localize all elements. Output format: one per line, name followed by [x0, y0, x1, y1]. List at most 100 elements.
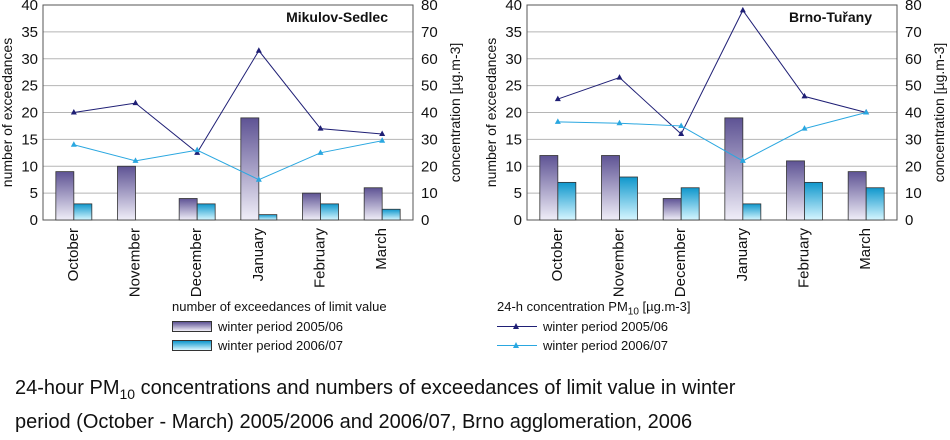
panel1-bar-2006: [196, 203, 216, 221]
panel1-y-right-tick-label: 80: [421, 0, 438, 14]
panel2-y-right-tick-label: 80: [905, 0, 922, 14]
panel2-y-left-tick-label: 20: [505, 105, 522, 122]
panel2-y-right-tick-label: 20: [905, 158, 922, 175]
panel1-y-right-tick-label: 60: [421, 51, 438, 68]
panel1-chart-title: Mikulov-Sedlec: [286, 9, 388, 25]
bar-2006-swatch: [172, 340, 212, 351]
panel2-point-2005: [616, 74, 623, 80]
panel2-y-left-tick-label: 5: [514, 185, 522, 202]
panel1-bar-2005: [363, 187, 383, 221]
panel2-point-2005: [554, 95, 561, 102]
panel2-y-right-tick-label: 70: [905, 24, 922, 41]
panel2-bar-2005: [662, 198, 682, 221]
panel1-point-2006: [70, 141, 77, 147]
caption-line-1-suffix: concentrations and numbers of exceedance…: [135, 377, 736, 399]
panel2-y-left-tick-label: 0: [514, 212, 522, 229]
panel1-y-right-tick-label: 30: [421, 131, 438, 148]
panel2-x-tick-label: March: [857, 228, 874, 270]
panel1-y-right-tick-label: 50: [421, 78, 438, 95]
panel1-point-2006: [317, 149, 324, 155]
panel2-y-right-tick-label: 50: [905, 78, 922, 95]
charts-svg: 051015202530354001020304050607080October…: [0, 0, 947, 297]
panel2-bar-2005: [539, 155, 559, 221]
panel1-point-2006: [379, 137, 386, 143]
panel1-y-left-tick-label: 0: [30, 212, 38, 229]
panel2-y-right-tick-label: 40: [905, 105, 922, 122]
panel1-y-right-tick-label: 70: [421, 24, 438, 41]
panel1-y-left-tick-label: 40: [21, 0, 38, 14]
bars-legend-title: number of exceedances of limit value: [172, 299, 387, 314]
panel1-y-left-tick-label: 10: [21, 158, 38, 175]
line-2005-marker-icon: [497, 321, 537, 332]
panel1-y-left-tick-label: 5: [30, 185, 38, 202]
panel1-y-right-axis-title: concentration [µg.m-3]: [447, 43, 463, 183]
panel1-y-left-axis-title: number of exceedances: [0, 38, 15, 187]
panel1-point-2005: [255, 47, 262, 53]
panel1-point-2006: [132, 157, 139, 163]
panel1-bar-2005: [117, 165, 136, 221]
panel1-point-2005: [379, 130, 386, 136]
panel2-y-left-tick-label: 15: [505, 131, 522, 148]
lines-legend-title: 24-h concentration PM10 [µg.m-3]: [497, 299, 690, 318]
panel2-bar-2006: [742, 203, 762, 221]
panel1-x-tick-label: November: [127, 228, 144, 297]
panel1-y-left-tick-label: 25: [21, 78, 38, 95]
panel1-bar-2005: [302, 192, 321, 221]
panel2-plot-frame: [526, 4, 898, 221]
panel1-y-left-tick-label: 30: [21, 51, 38, 68]
panel2-y-left-tick-label: 30: [505, 51, 522, 68]
panel2-y-right-axis-title: concentration [µg.m-3]: [931, 43, 947, 183]
panel1-y-left-tick-label: 35: [21, 24, 38, 41]
panel2-x-tick-label: January: [734, 228, 751, 282]
lines-legend-label-2005: winter period 2005/06: [543, 319, 669, 334]
figure-caption: 24-hour PM10 concentrations and numbers …: [15, 374, 735, 436]
panel1-y-right-tick-label: 0: [421, 212, 429, 229]
panel2-chart-title: Brno-Tuřany: [789, 9, 872, 25]
panel1-y-right-tick-label: 10: [421, 185, 438, 202]
panel2-point-2006: [801, 125, 808, 131]
panel1-y-left-tick-label: 20: [21, 105, 38, 122]
lines-legend-item-2006: winter period 2006/07: [497, 338, 668, 353]
panel1-bar-2005: [240, 117, 260, 221]
lines-legend-item-2005: winter period 2005/06: [497, 319, 668, 334]
panel2-y-right-tick-label: 60: [905, 51, 922, 68]
lines-legend-title-suffix: [µg.m-3]: [638, 299, 691, 314]
panel2-bar-2006: [619, 176, 638, 221]
panel2-point-2006: [739, 157, 746, 163]
panel2-bar-2005: [786, 160, 805, 221]
panel2-x-tick-label: December: [672, 228, 689, 297]
panel2-point-2006: [678, 122, 685, 128]
panel2-y-left-tick-label: 25: [505, 78, 522, 95]
panel2-y-left-tick-label: 10: [505, 158, 522, 175]
panel2-point-2006: [863, 109, 870, 115]
panel2-bar-2005: [601, 155, 620, 221]
panel2-y-right-tick-label: 0: [905, 212, 913, 229]
line-2006-marker-icon: [497, 340, 537, 351]
panel2-bar-2006: [557, 181, 577, 221]
bar-2005-swatch: [172, 321, 212, 332]
panel2-bar-2005: [724, 117, 744, 221]
panel2-line-2006: [557, 112, 867, 162]
panel2-x-tick-label: October: [549, 228, 566, 281]
panel1-line-2006: [73, 140, 383, 181]
lines-legend-title-sub: 10: [627, 306, 639, 318]
panel1-bar-2006: [73, 203, 93, 221]
panel2-bar-2005: [847, 171, 867, 221]
panel1-x-tick-label: March: [373, 228, 390, 270]
bars-legend-item-2006: winter period 2006/07: [172, 338, 343, 353]
panel1-plot-frame: [42, 4, 414, 221]
panel1-x-tick-label: January: [250, 228, 267, 282]
panel1-bar-2005: [178, 198, 198, 221]
panel1-bar-2005: [55, 171, 75, 221]
panel1-point-2005: [317, 125, 324, 131]
panel1-bar-2006: [320, 203, 339, 221]
caption-line-1: 24-hour PM10 concentrations and numbers …: [15, 374, 735, 408]
bars-legend-label-2006: winter period 2006/07: [218, 338, 344, 353]
panel1-y-right-tick-label: 20: [421, 158, 438, 175]
caption-line-2: period (October - March) 2005/2006 and 2…: [15, 411, 693, 433]
panel2-x-tick-label: November: [611, 228, 628, 297]
panel2-point-2005: [678, 130, 685, 136]
panel2-y-left-tick-label: 35: [505, 24, 522, 41]
panel2-point-2006: [616, 119, 623, 126]
panel2-point-2006: [554, 118, 561, 124]
